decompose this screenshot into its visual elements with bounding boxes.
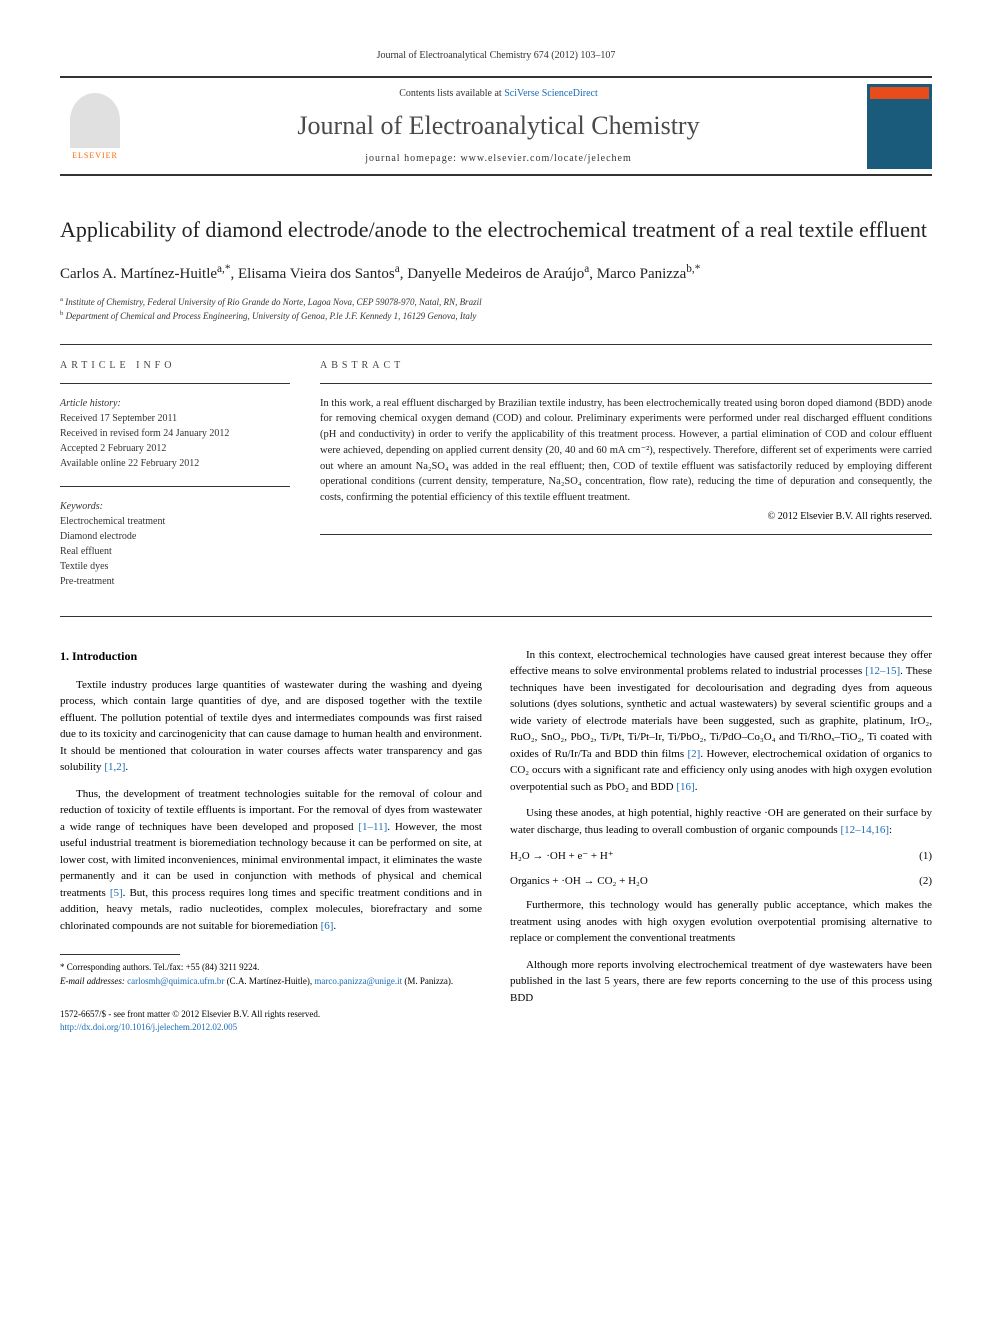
authors-line: Carlos A. Martínez-Huitlea,*, Elisama Vi… <box>60 263 932 283</box>
body-paragraph: Using these anodes, at high potential, h… <box>510 805 932 838</box>
author[interactable]: Elisama Vieira dos Santosa <box>238 266 400 282</box>
publisher-name: ELSEVIER <box>72 151 118 160</box>
equation-number: (2) <box>919 873 932 890</box>
affil-text: Department of Chemical and Process Engin… <box>66 311 477 321</box>
author[interactable]: Carlos A. Martínez-Huitlea,* <box>60 266 230 282</box>
abstract-heading: ABSTRACT <box>320 360 932 371</box>
body-two-columns: 1. Introduction Textile industry produce… <box>60 647 932 1034</box>
history-item: Available online 22 February 2012 <box>60 456 290 471</box>
keywords-label: Keywords: <box>60 499 290 514</box>
corresponding-author-note: * Corresponding authors. Tel./fax: +55 (… <box>60 961 482 975</box>
history-item: Received 17 September 2011 <box>60 411 290 426</box>
section-divider <box>60 616 932 617</box>
affiliation: a Institute of Chemistry, Federal Univer… <box>60 295 932 310</box>
header-center: Contents lists available at SciVerse Sci… <box>150 78 847 174</box>
keyword: Diamond electrode <box>60 529 290 544</box>
equation-row: H₂O → ·OH + e⁻ + H⁺ (1) <box>510 848 932 865</box>
affil-sup: a <box>60 296 63 303</box>
author-name: Elisama Vieira dos Santos <box>238 266 395 282</box>
author-name: Carlos A. Martínez-Huitle <box>60 266 217 282</box>
journal-title: Journal of Electroanalytical Chemistry <box>150 111 847 141</box>
article-info-column: ARTICLE INFO Article history: Received 1… <box>60 360 290 604</box>
homepage-url[interactable]: www.elsevier.com/locate/jelechem <box>460 153 631 164</box>
author[interactable]: Marco Panizzab,* <box>597 266 701 282</box>
page-footer: 1572-6657/$ - see front matter © 2012 El… <box>60 1008 482 1033</box>
equation: Organics + ·OH → CO₂ + H₂O <box>510 873 648 890</box>
body-paragraph: Thus, the development of treatment techn… <box>60 786 482 935</box>
issn-copyright-line: 1572-6657/$ - see front matter © 2012 El… <box>60 1008 482 1021</box>
body-paragraph: Furthermore, this technology would has g… <box>510 897 932 947</box>
author-email-link[interactable]: carlosmh@quimica.ufrn.br <box>127 976 224 986</box>
journal-cover-thumbnail[interactable] <box>867 84 932 169</box>
history-item: Received in revised form 24 January 2012 <box>60 426 290 441</box>
author-name: Danyelle Medeiros de Araújo <box>407 266 584 282</box>
footnotes-block: * Corresponding authors. Tel./fax: +55 (… <box>60 961 482 988</box>
keywords-block: Keywords: Electrochemical treatment Diam… <box>60 499 290 589</box>
info-divider <box>60 383 290 384</box>
keyword: Real effluent <box>60 544 290 559</box>
journal-header-box: ELSEVIER Contents lists available at Sci… <box>60 76 932 176</box>
right-column: In this context, electrochemical technol… <box>510 647 932 1034</box>
section-heading-introduction: 1. Introduction <box>60 647 482 665</box>
abstract-copyright: © 2012 Elsevier B.V. All rights reserved… <box>320 511 932 522</box>
body-paragraph: Although more reports involving electroc… <box>510 957 932 1007</box>
email-who: (M. Panizza). <box>404 976 453 986</box>
author-affil-sup: b,* <box>686 263 700 275</box>
abstract-column: ABSTRACT In this work, a real effluent d… <box>320 360 932 604</box>
history-item: Accepted 2 February 2012 <box>60 441 290 456</box>
info-divider <box>60 486 290 487</box>
contents-available-line: Contents lists available at SciVerse Sci… <box>150 88 847 99</box>
journal-homepage-line: journal homepage: www.elsevier.com/locat… <box>150 153 847 164</box>
history-label: Article history: <box>60 396 290 411</box>
equation-number: (1) <box>919 848 932 865</box>
affil-sup: b <box>60 310 63 317</box>
abstract-divider <box>320 383 932 384</box>
keyword: Textile dyes <box>60 559 290 574</box>
section-divider <box>60 344 932 345</box>
equation: H₂O → ·OH + e⁻ + H⁺ <box>510 848 614 865</box>
email-who: (C.A. Martínez-Huitle) <box>227 976 310 986</box>
affil-text: Institute of Chemistry, Federal Universi… <box>65 297 481 307</box>
equation-row: Organics + ·OH → CO₂ + H₂O (2) <box>510 873 932 890</box>
body-paragraph: Textile industry produces large quantiti… <box>60 677 482 776</box>
keyword: Electrochemical treatment <box>60 514 290 529</box>
body-paragraph: In this context, electrochemical technol… <box>510 647 932 796</box>
author-affil-sup: a <box>395 263 400 275</box>
author[interactable]: Danyelle Medeiros de Araújoa <box>407 266 589 282</box>
contents-prefix: Contents lists available at <box>399 88 504 99</box>
footnote-separator <box>60 954 180 955</box>
affiliation: b Department of Chemical and Process Eng… <box>60 309 932 324</box>
elsevier-tree-icon <box>70 93 120 148</box>
sciencedirect-link[interactable]: SciVerse ScienceDirect <box>504 88 598 99</box>
abstract-text: In this work, a real effluent discharged… <box>320 396 932 506</box>
info-abstract-row: ARTICLE INFO Article history: Received 1… <box>60 360 932 604</box>
doi-link[interactable]: http://dx.doi.org/10.1016/j.jelechem.201… <box>60 1021 482 1034</box>
abstract-divider <box>320 534 932 535</box>
article-title: Applicability of diamond electrode/anode… <box>60 216 932 245</box>
homepage-prefix: journal homepage: <box>365 153 460 164</box>
affiliations-block: a Institute of Chemistry, Federal Univer… <box>60 295 932 324</box>
email-addresses-line: E-mail addresses: carlosmh@quimica.ufrn.… <box>60 975 482 989</box>
author-affil-sup: a <box>584 263 589 275</box>
author-affil-sup: a,* <box>217 263 230 275</box>
author-email-link[interactable]: marco.panizza@unige.it <box>314 976 402 986</box>
journal-reference: Journal of Electroanalytical Chemistry 6… <box>60 50 932 61</box>
publisher-logo[interactable]: ELSEVIER <box>60 81 130 171</box>
email-label: E-mail addresses: <box>60 976 125 986</box>
keyword: Pre-treatment <box>60 574 290 589</box>
article-info-heading: ARTICLE INFO <box>60 360 290 371</box>
author-name: Marco Panizza <box>597 266 687 282</box>
left-column: 1. Introduction Textile industry produce… <box>60 647 482 1034</box>
article-history-block: Article history: Received 17 September 2… <box>60 396 290 471</box>
